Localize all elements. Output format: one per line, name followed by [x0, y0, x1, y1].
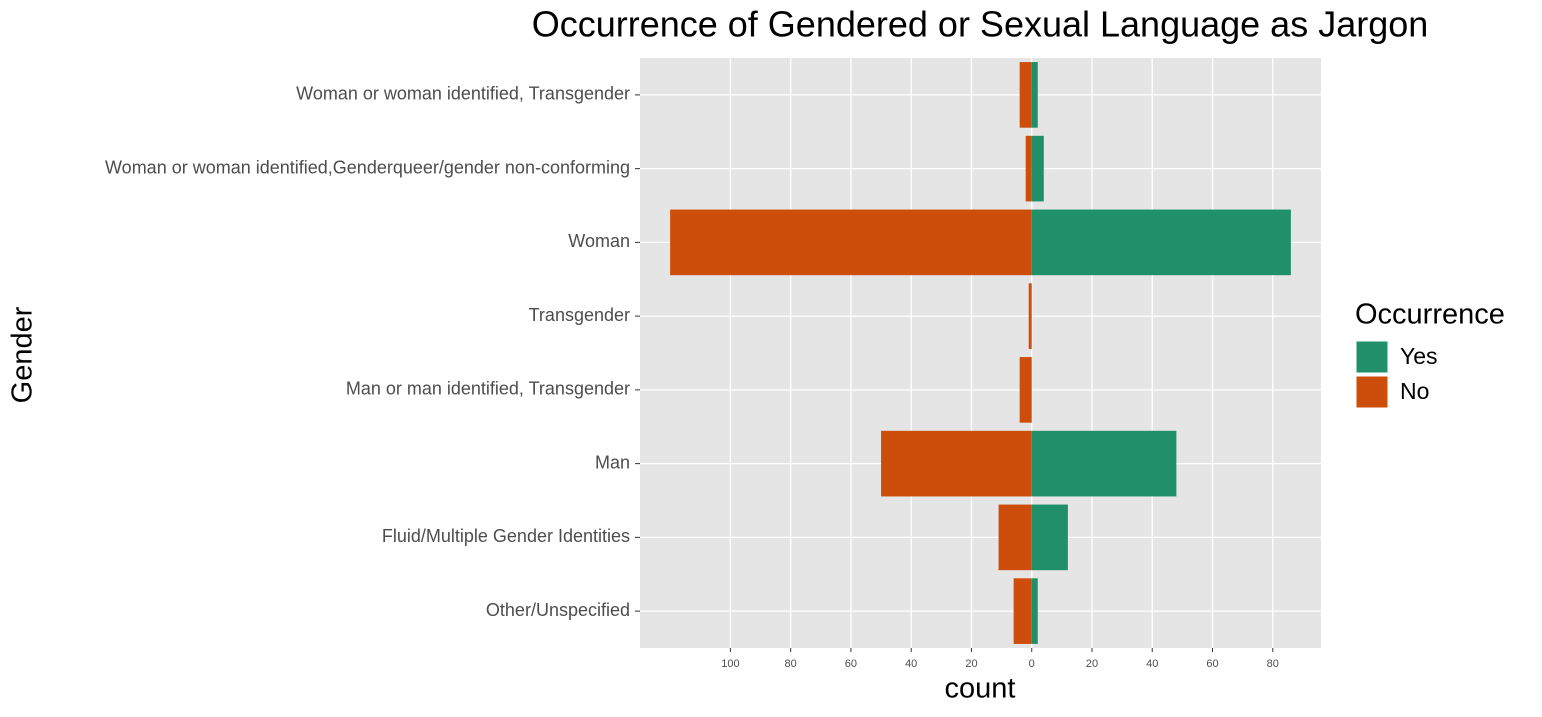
legend-title: Occurrence — [1355, 299, 1505, 331]
bar — [1013, 578, 1032, 644]
legend-key — [1355, 340, 1389, 374]
bar — [1031, 135, 1044, 202]
x-tick-label: 60 — [1206, 658, 1218, 670]
x-tick-label: 40 — [1146, 658, 1158, 670]
y-tick-label: Woman or woman identified, Transgender — [296, 84, 630, 104]
x-tick-label: 60 — [845, 658, 857, 670]
x-tick-label: 40 — [905, 658, 917, 670]
x-tick-label: 80 — [785, 658, 797, 670]
bar — [1025, 135, 1032, 202]
legend-label: Yes — [1400, 343, 1438, 369]
chart-title: Occurrence of Gendered or Sexual Languag… — [532, 4, 1429, 45]
bar — [1028, 283, 1032, 349]
bar — [1031, 430, 1177, 497]
bar — [1031, 209, 1291, 276]
y-tick-label: Woman — [568, 231, 630, 251]
x-tick-label: 20 — [965, 658, 977, 670]
bar — [881, 430, 1032, 497]
y-tick-label: Transgender — [529, 305, 630, 325]
legend-key — [1355, 375, 1389, 409]
x-tick-label: 80 — [1267, 658, 1279, 670]
bar — [1031, 504, 1068, 571]
bar — [1019, 62, 1032, 128]
bar — [1031, 578, 1038, 644]
bar — [1019, 357, 1032, 423]
y-tick-label: Man or man identified, Transgender — [346, 379, 630, 399]
y-tick-label: Woman or woman identified,Genderqueer/ge… — [105, 157, 630, 177]
x-tick-label: 100 — [721, 658, 739, 670]
x-tick-label: 20 — [1086, 658, 1098, 670]
bar — [998, 504, 1032, 571]
bar — [1031, 62, 1038, 128]
y-tick-label: Man — [595, 452, 630, 472]
x-tick-label: 0 — [1029, 658, 1035, 670]
bar — [670, 209, 1032, 276]
y-tick-label: Other/Unspecified — [486, 600, 630, 620]
legend-label: No — [1400, 378, 1429, 404]
panel — [640, 58, 1321, 648]
y-axis-title: Gender — [7, 306, 39, 403]
x-axis-title: count — [945, 673, 1016, 705]
y-tick-label: Fluid/Multiple Gender Identities — [382, 526, 630, 546]
